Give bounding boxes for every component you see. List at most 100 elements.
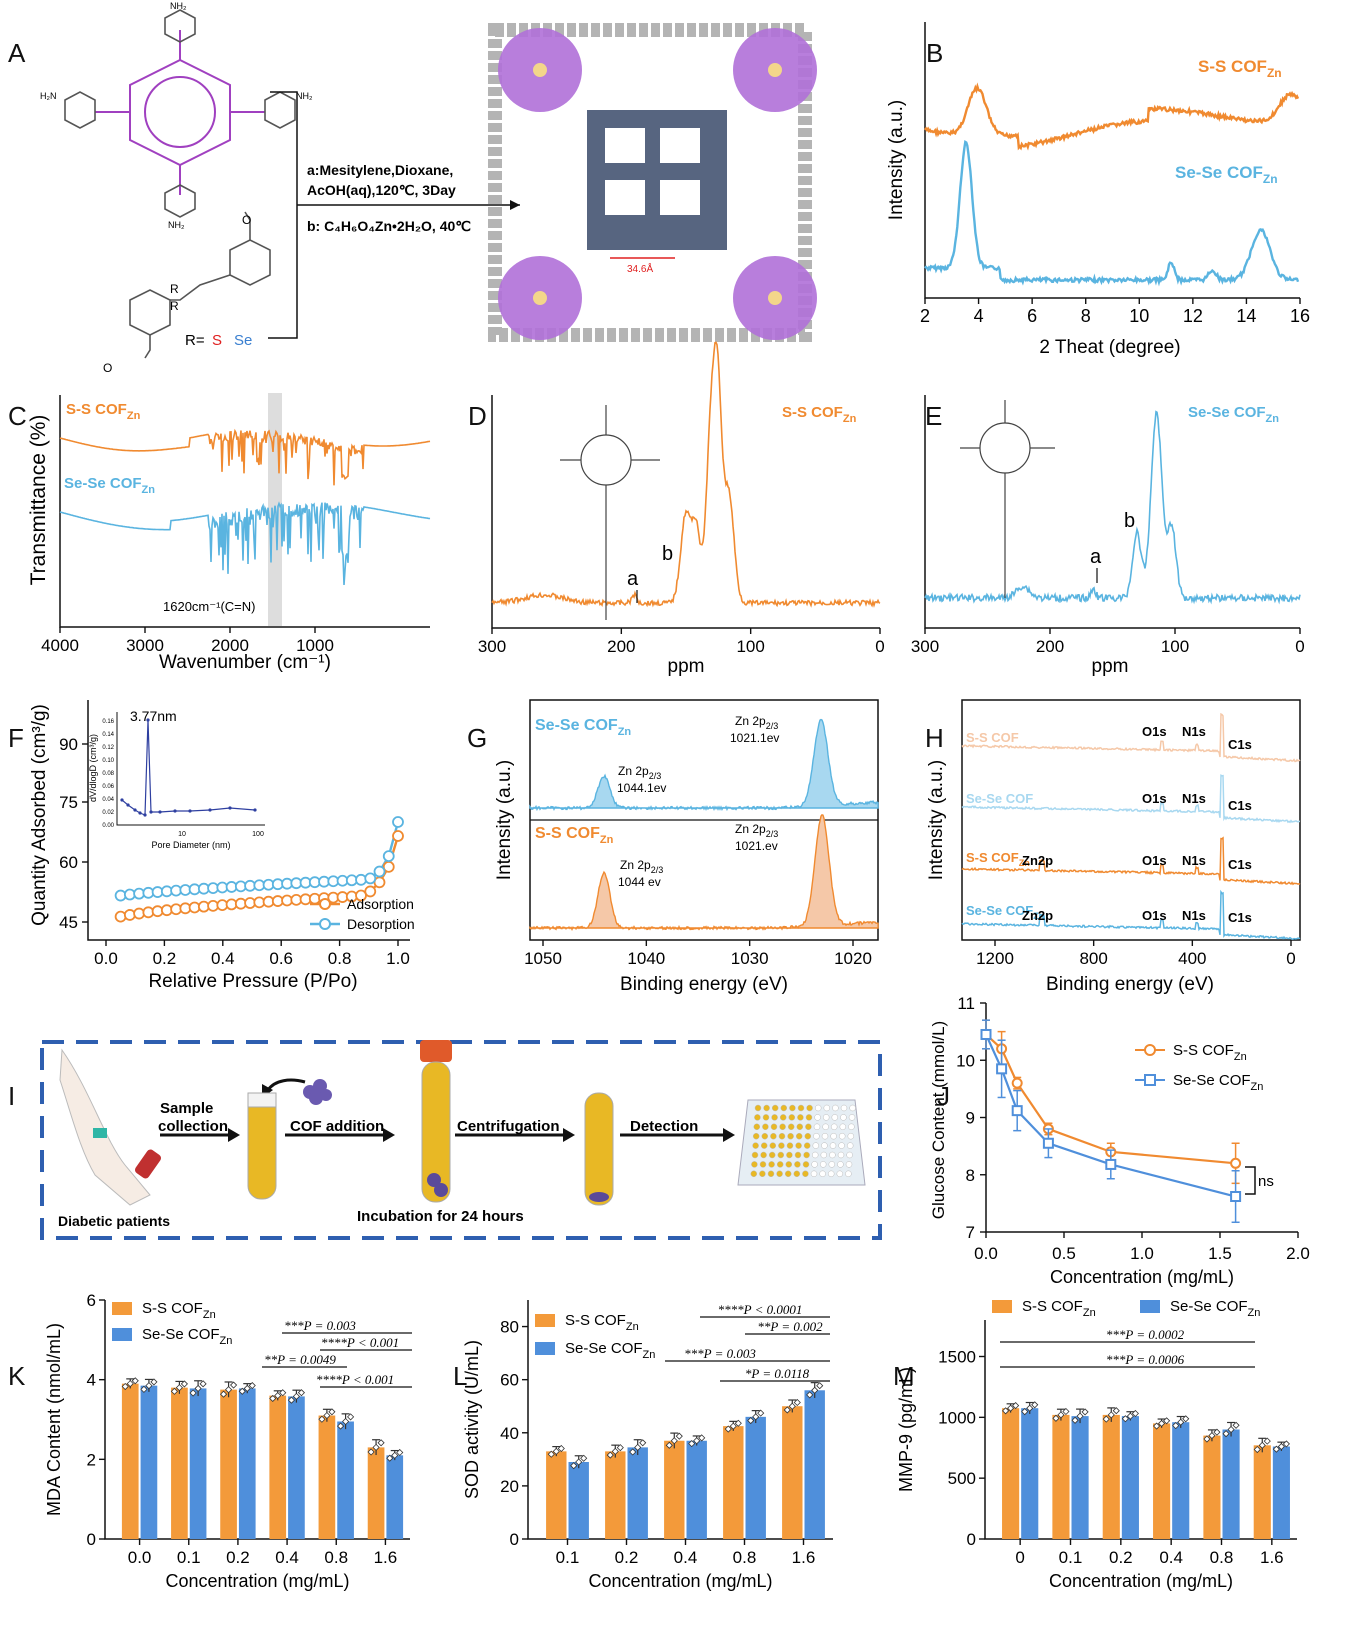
- panel-letter-g: G: [467, 723, 487, 753]
- glucose-legend-ss: S-S COFZn: [1173, 1042, 1247, 1063]
- condition-b: b: C₄H₆O₄Zn•2H₂O, 40℃: [307, 218, 471, 234]
- x-tick-label: 300: [478, 637, 506, 656]
- glucose-point-sese: [1105, 1158, 1117, 1170]
- cof-framework: 34.6Å: [488, 23, 817, 342]
- x-tick-label: 0.8: [328, 949, 352, 968]
- x-tick-label: 800: [1079, 949, 1107, 968]
- x-tick-label: 0.5: [1052, 1244, 1076, 1263]
- legend-label: S-S COFZn: [142, 1300, 216, 1321]
- r-atom-2: R: [170, 299, 179, 313]
- porphyrin-structure: [95, 30, 265, 195]
- bar: [121, 1383, 139, 1539]
- bar-category-label: 1.6: [792, 1548, 816, 1567]
- cof-particles-icon: [303, 1079, 332, 1105]
- bar: [686, 1440, 707, 1539]
- ftir-x-ticks: 4000 3000 2000 1000: [41, 627, 334, 655]
- panel-letter-k: K: [8, 1361, 26, 1391]
- desorption-point: [382, 850, 395, 863]
- nh2-bottom: NH₂: [168, 220, 185, 230]
- panel-i: Diabetic patients Sample collection COF …: [40, 1040, 882, 1240]
- xrd-y-label: Intensity (a.u.): [886, 100, 907, 220]
- panel-m: 0 500 1000 1500 0 0.1 0.2 0.4 0.8 1.6 Concentratio…: [896, 1298, 1297, 1591]
- xps-zn-ss-curve: [529, 813, 879, 931]
- test-tubes: [247, 1040, 614, 1206]
- bar-x-label: Concentration (mg/mL): [165, 1571, 349, 1591]
- desorption-point: [373, 865, 386, 878]
- panel-letter-d: D: [468, 401, 487, 431]
- xps-zn-ss-label: S-S COFZn: [535, 825, 614, 846]
- y-tick-label: 11: [957, 994, 975, 1013]
- panel-k: 0 2 4 6 0.0 0.1 0.2 0.4 0.8 1.6 Concentration (mg/…: [44, 1291, 412, 1591]
- xrd-ss-curve: [924, 82, 1300, 151]
- bar: [1272, 1446, 1290, 1539]
- ftir-sese-curve: [59, 501, 431, 586]
- tube-cap-icon: [420, 1040, 452, 1062]
- n1s-label: N1s: [1182, 724, 1206, 739]
- bar: [605, 1451, 626, 1539]
- panel-c: 4000 3000 2000 1000 Wavenumber (cm⁻¹) Trans…: [27, 393, 431, 673]
- bar-x-label: Concentration (mg/mL): [1049, 1571, 1233, 1591]
- carbonyl-o-2: O: [103, 361, 112, 375]
- inset-x-tick: 100: [252, 831, 264, 838]
- panel-h: 1200 800 400 0 Binding energy (eV) Intensit…: [926, 699, 1301, 995]
- bar: [386, 1455, 404, 1539]
- incubation-label: Incubation for 24 hours: [357, 1208, 524, 1225]
- bar-category-label: 0.8: [1210, 1548, 1234, 1567]
- x-tick-label: 0.0: [974, 1244, 998, 1263]
- condition-a-line2: AcOH(aq),120℃, 3Day: [307, 182, 456, 198]
- linker-structure: [129, 211, 271, 359]
- xrd-sese-title: Se-Se COFZn: [1175, 163, 1278, 186]
- svg-text:Zn 2p2/3: Zn 2p2/3: [735, 714, 778, 731]
- step-collection: collection: [158, 1118, 228, 1135]
- arm-icon: [59, 1048, 151, 1206]
- xps-survey-row-label: S-S COFZn: [966, 850, 1030, 868]
- bar: [337, 1421, 354, 1539]
- bar-category-label: 0.8: [733, 1548, 757, 1567]
- legend-swatch: [112, 1328, 132, 1341]
- nmr-sese-title: Se-Se COFZn: [1188, 404, 1279, 425]
- svg-text:Zn 2p2/3: Zn 2p2/3: [618, 764, 661, 781]
- glucose-series: [980, 1019, 1242, 1224]
- bar-category-label: 0.2: [615, 1548, 639, 1567]
- nh2-top: NH₂: [170, 1, 187, 11]
- bar: [1102, 1414, 1120, 1539]
- glucose-y-label: Glucose Content (mmol/L): [929, 1021, 948, 1219]
- svg-text:1044 ev: 1044 ev: [618, 875, 661, 889]
- workflow-arrows: [160, 1078, 735, 1142]
- x-tick-label: 1.0: [386, 949, 410, 968]
- y-tick-label: 7: [966, 1223, 975, 1242]
- legend-swatch: [1140, 1300, 1160, 1313]
- svg-text:1021.1ev: 1021.1ev: [730, 731, 779, 745]
- y-tick-label: 1000: [938, 1408, 976, 1427]
- desorption-point: [355, 873, 367, 886]
- svg-text:Zn 2p2/3: Zn 2p2/3: [735, 822, 778, 839]
- bet-y-label: Quantity Adsorbed (cm³/g): [29, 704, 50, 926]
- nmr-ss-curve: [491, 341, 881, 608]
- inset-x-label: Pore Diameter (nm): [151, 840, 230, 850]
- pore-size-label: 34.6Å: [627, 262, 653, 275]
- panel-letter-f: F: [8, 723, 24, 753]
- glucose-point-ss: [1011, 1077, 1023, 1089]
- x-tick-label: 0.2: [153, 949, 177, 968]
- bar: [1071, 1416, 1089, 1539]
- step-sample: Sample: [160, 1100, 213, 1117]
- n1s-label: N1s: [1182, 908, 1206, 923]
- step-centrifugation: Centrifugation: [457, 1118, 560, 1135]
- inset-y-tick: 0.12: [102, 745, 114, 751]
- significance-label: ****P < 0.0001: [718, 1302, 803, 1317]
- x-tick-label: 2.0: [1286, 1244, 1310, 1263]
- ftir-ss-curve: [59, 428, 431, 486]
- legend-label: Se-Se COFZn: [142, 1326, 232, 1347]
- panel-letters: A B C D E F G H I J K L M: [8, 38, 950, 1391]
- x-tick-label: 0.0: [94, 949, 118, 968]
- bar-category-label: 0.4: [275, 1548, 299, 1567]
- panel-letter-h: H: [925, 723, 944, 753]
- inset-y-tick: 0.08: [102, 771, 114, 777]
- bar: [1222, 1429, 1240, 1539]
- svg-text:1021.ev: 1021.ev: [735, 839, 778, 853]
- bar: [664, 1440, 685, 1539]
- x-tick-label: 0.4: [211, 949, 235, 968]
- zn2p-label: Zn2p: [1022, 908, 1053, 923]
- xrd-x-label: 2 Theat (degree): [1039, 337, 1180, 358]
- bar: [1121, 1416, 1139, 1539]
